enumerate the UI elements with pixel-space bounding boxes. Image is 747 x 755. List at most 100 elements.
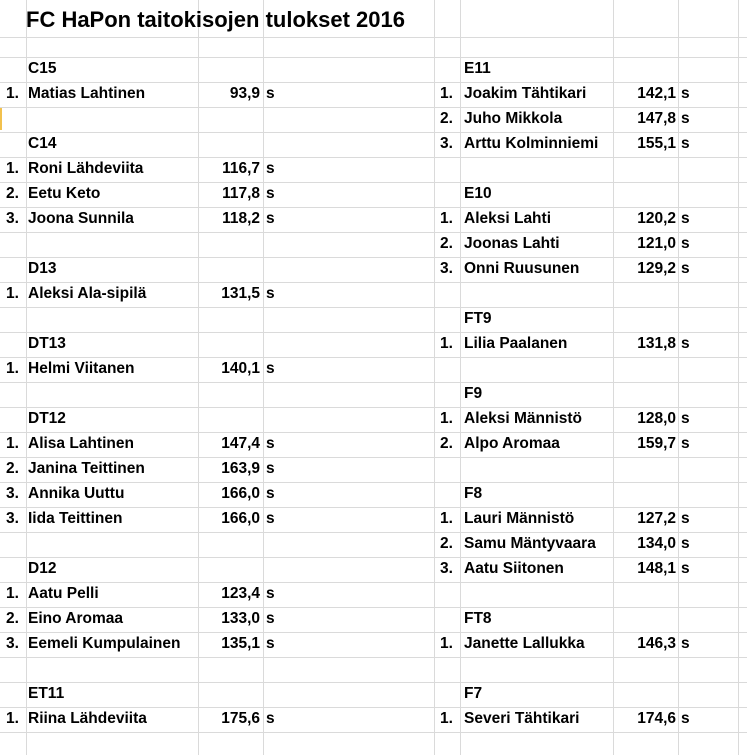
result-time[interactable]: 175,6 [221,710,260,727]
result-name[interactable]: Eino Aromaa [28,610,124,627]
category-heading[interactable]: DT13 [28,335,66,352]
category-heading[interactable]: FT9 [464,310,492,327]
result-rank[interactable]: 3. [440,260,453,277]
result-unit[interactable]: s [266,710,275,727]
result-unit[interactable]: s [266,485,275,502]
result-time[interactable]: 123,4 [221,585,260,602]
result-name[interactable]: Joonas Lahti [464,235,560,252]
result-rank[interactable]: 3. [6,210,19,227]
result-time[interactable]: 129,2 [637,260,676,277]
result-name[interactable]: Annika Uuttu [28,485,125,502]
result-time[interactable]: 116,7 [222,160,260,177]
result-name[interactable]: Eemeli Kumpulainen [28,635,181,652]
result-rank[interactable]: 1. [6,85,19,102]
category-heading[interactable]: E10 [464,185,492,202]
result-name[interactable]: Riina Lähdeviita [28,710,147,727]
result-rank[interactable]: 3. [6,485,19,502]
result-rank[interactable]: 1. [440,635,453,652]
result-rank[interactable]: 1. [6,585,19,602]
result-name[interactable]: Samu Mäntyvaara [464,535,596,552]
result-unit[interactable]: s [681,410,690,427]
result-name[interactable]: Janina Teittinen [28,460,145,477]
result-rank[interactable]: 3. [440,560,453,577]
result-unit[interactable]: s [266,510,275,527]
result-name[interactable]: Iida Teittinen [28,510,123,527]
result-name[interactable]: Juho Mikkola [464,110,563,127]
result-unit[interactable]: s [681,235,690,252]
result-unit[interactable]: s [681,135,690,152]
result-rank[interactable]: 1. [440,210,453,227]
result-name[interactable]: Aatu Siitonen [464,560,564,577]
category-heading[interactable]: F8 [464,485,483,502]
result-time[interactable]: 147,8 [637,110,676,127]
result-unit[interactable]: s [681,260,690,277]
result-rank[interactable]: 2. [440,110,453,127]
result-time[interactable]: 155,1 [637,135,676,152]
category-heading[interactable]: E11 [464,60,491,77]
result-time[interactable]: 131,5 [221,285,260,302]
result-name[interactable]: Aleksi Männistö [464,410,582,427]
result-rank[interactable]: 1. [6,360,19,377]
result-name[interactable]: Aleksi Lahti [464,210,551,227]
result-name[interactable]: Lauri Männistö [464,510,575,527]
result-time[interactable]: 121,0 [637,235,676,252]
result-rank[interactable]: 2. [440,435,453,452]
category-heading[interactable]: FT8 [464,610,492,627]
result-time[interactable]: 135,1 [221,635,260,652]
result-time[interactable]: 140,1 [221,360,260,377]
result-rank[interactable]: 1. [6,160,19,177]
result-unit[interactable]: s [266,460,275,477]
result-time[interactable]: 128,0 [637,410,676,427]
result-time[interactable]: 120,2 [637,210,676,227]
result-rank[interactable]: 1. [440,510,453,527]
result-name[interactable]: Joona Sunnila [28,210,134,227]
result-time[interactable]: 117,8 [222,185,260,202]
result-time[interactable]: 166,0 [221,510,260,527]
result-time[interactable]: 131,8 [637,335,676,352]
result-unit[interactable]: s [681,535,690,552]
page-title[interactable]: FC HaPon taitokisojen tulokset 2016 [26,7,405,32]
result-unit[interactable]: s [681,710,690,727]
result-rank[interactable]: 3. [6,510,19,527]
result-rank[interactable]: 1. [6,435,19,452]
result-unit[interactable]: s [681,210,690,227]
result-unit[interactable]: s [266,210,275,227]
result-unit[interactable]: s [681,510,690,527]
result-unit[interactable]: s [681,335,690,352]
result-unit[interactable]: s [266,285,275,302]
result-unit[interactable]: s [681,110,690,127]
result-rank[interactable]: 1. [440,335,453,352]
result-unit[interactable]: s [266,435,275,452]
result-time[interactable]: 133,0 [221,610,260,627]
result-name[interactable]: Matias Lahtinen [28,85,146,102]
result-name[interactable]: Alisa Lahtinen [28,435,134,452]
result-name[interactable]: Helmi Viitanen [28,360,135,377]
result-time[interactable]: 146,3 [637,635,676,652]
category-heading[interactable]: D12 [28,560,57,577]
result-unit[interactable]: s [266,160,275,177]
result-name[interactable]: Roni Lähdeviita [28,160,144,177]
result-time[interactable]: 163,9 [221,460,260,477]
result-unit[interactable]: s [266,610,275,627]
category-heading[interactable]: C14 [28,135,57,152]
result-name[interactable]: Onni Ruusunen [464,260,580,277]
result-rank[interactable]: 1. [440,410,453,427]
result-name[interactable]: Lilia Paalanen [464,335,568,352]
result-time[interactable]: 118,2 [222,210,260,227]
result-rank[interactable]: 2. [6,185,19,202]
result-unit[interactable]: s [266,635,275,652]
result-rank[interactable]: 1. [6,710,19,727]
category-heading[interactable]: D13 [28,260,57,277]
result-name[interactable]: Janette Lallukka [464,635,585,652]
result-time[interactable]: 142,1 [637,85,676,102]
result-time[interactable]: 174,6 [637,710,676,727]
category-heading[interactable]: C15 [28,60,57,77]
result-rank[interactable]: 1. [440,710,453,727]
result-unit[interactable]: s [681,635,690,652]
result-unit[interactable]: s [266,360,275,377]
result-unit[interactable]: s [266,85,275,102]
category-heading[interactable]: ET11 [28,685,65,702]
result-name[interactable]: Joakim Tähtikari [464,85,587,102]
result-rank[interactable]: 1. [6,285,19,302]
result-rank[interactable]: 2. [6,460,19,477]
